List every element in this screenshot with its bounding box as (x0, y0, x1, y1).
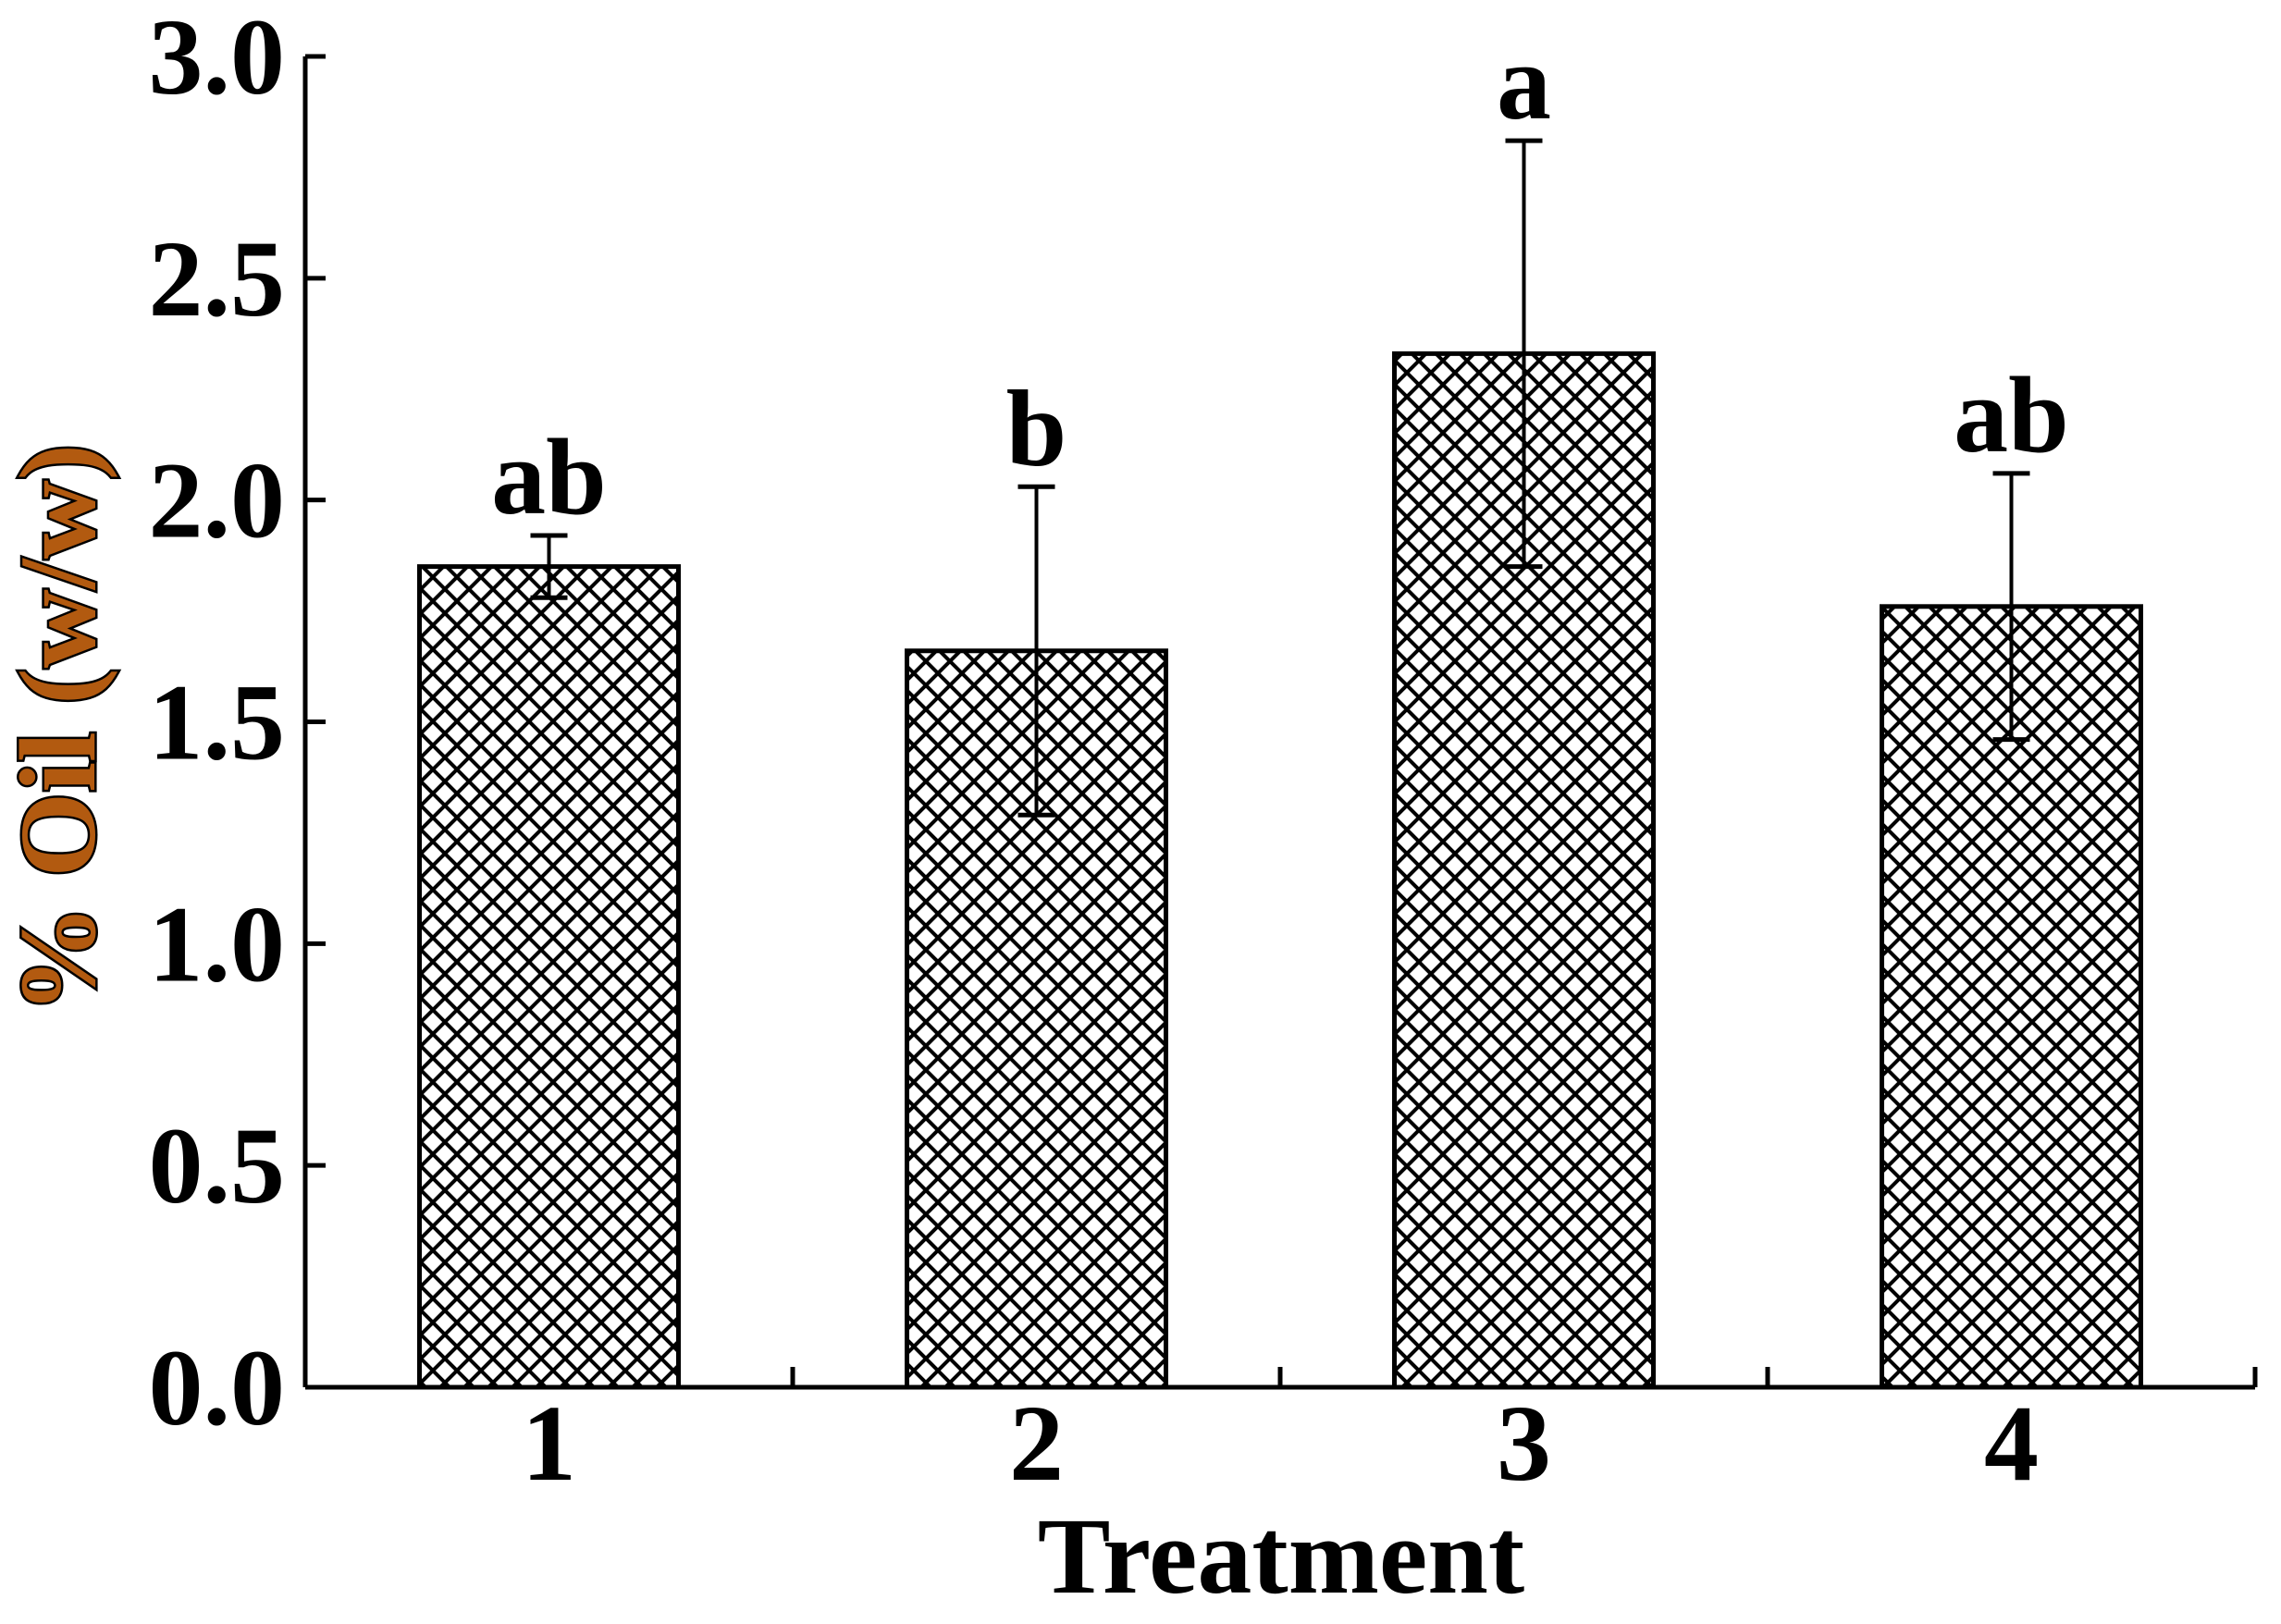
y-tick-label: 0.0 (149, 1327, 286, 1448)
y-tick-label: 2.0 (149, 440, 286, 561)
x-tick-label: 3 (1497, 1383, 1551, 1504)
significance-letter: ab (491, 416, 607, 537)
y-tick-label: 3.0 (149, 0, 286, 117)
significance-letter: ab (1954, 354, 2069, 475)
y-tick-label: 1.0 (149, 883, 286, 1004)
significance-letter: b (1006, 367, 1067, 488)
y-tick-label: 0.5 (149, 1105, 286, 1226)
significance-letters-layer: ab b a ab (491, 21, 2069, 537)
bars-layer (417, 351, 2143, 1390)
x-tick-label: 2 (1009, 1383, 1064, 1504)
y-ticks: 0.0 0.5 1.0 1.5 2.0 2.5 3.0 (149, 0, 326, 1448)
x-tick-label: 1 (522, 1383, 576, 1504)
x-tick-label: 4 (1984, 1383, 2039, 1504)
y-tick-label: 2.5 (149, 218, 286, 339)
bar-treatment-1 (417, 564, 681, 1390)
x-ticks: 1 2 3 4 (522, 1367, 2258, 1504)
y-tick-label: 1.5 (149, 662, 286, 783)
significance-letter: a (1497, 21, 1551, 142)
y-axis-title: % Oil (w/w) (0, 444, 118, 1014)
error-bars-layer (530, 138, 2030, 818)
x-axis-title: Treatment (1038, 1495, 1524, 1617)
